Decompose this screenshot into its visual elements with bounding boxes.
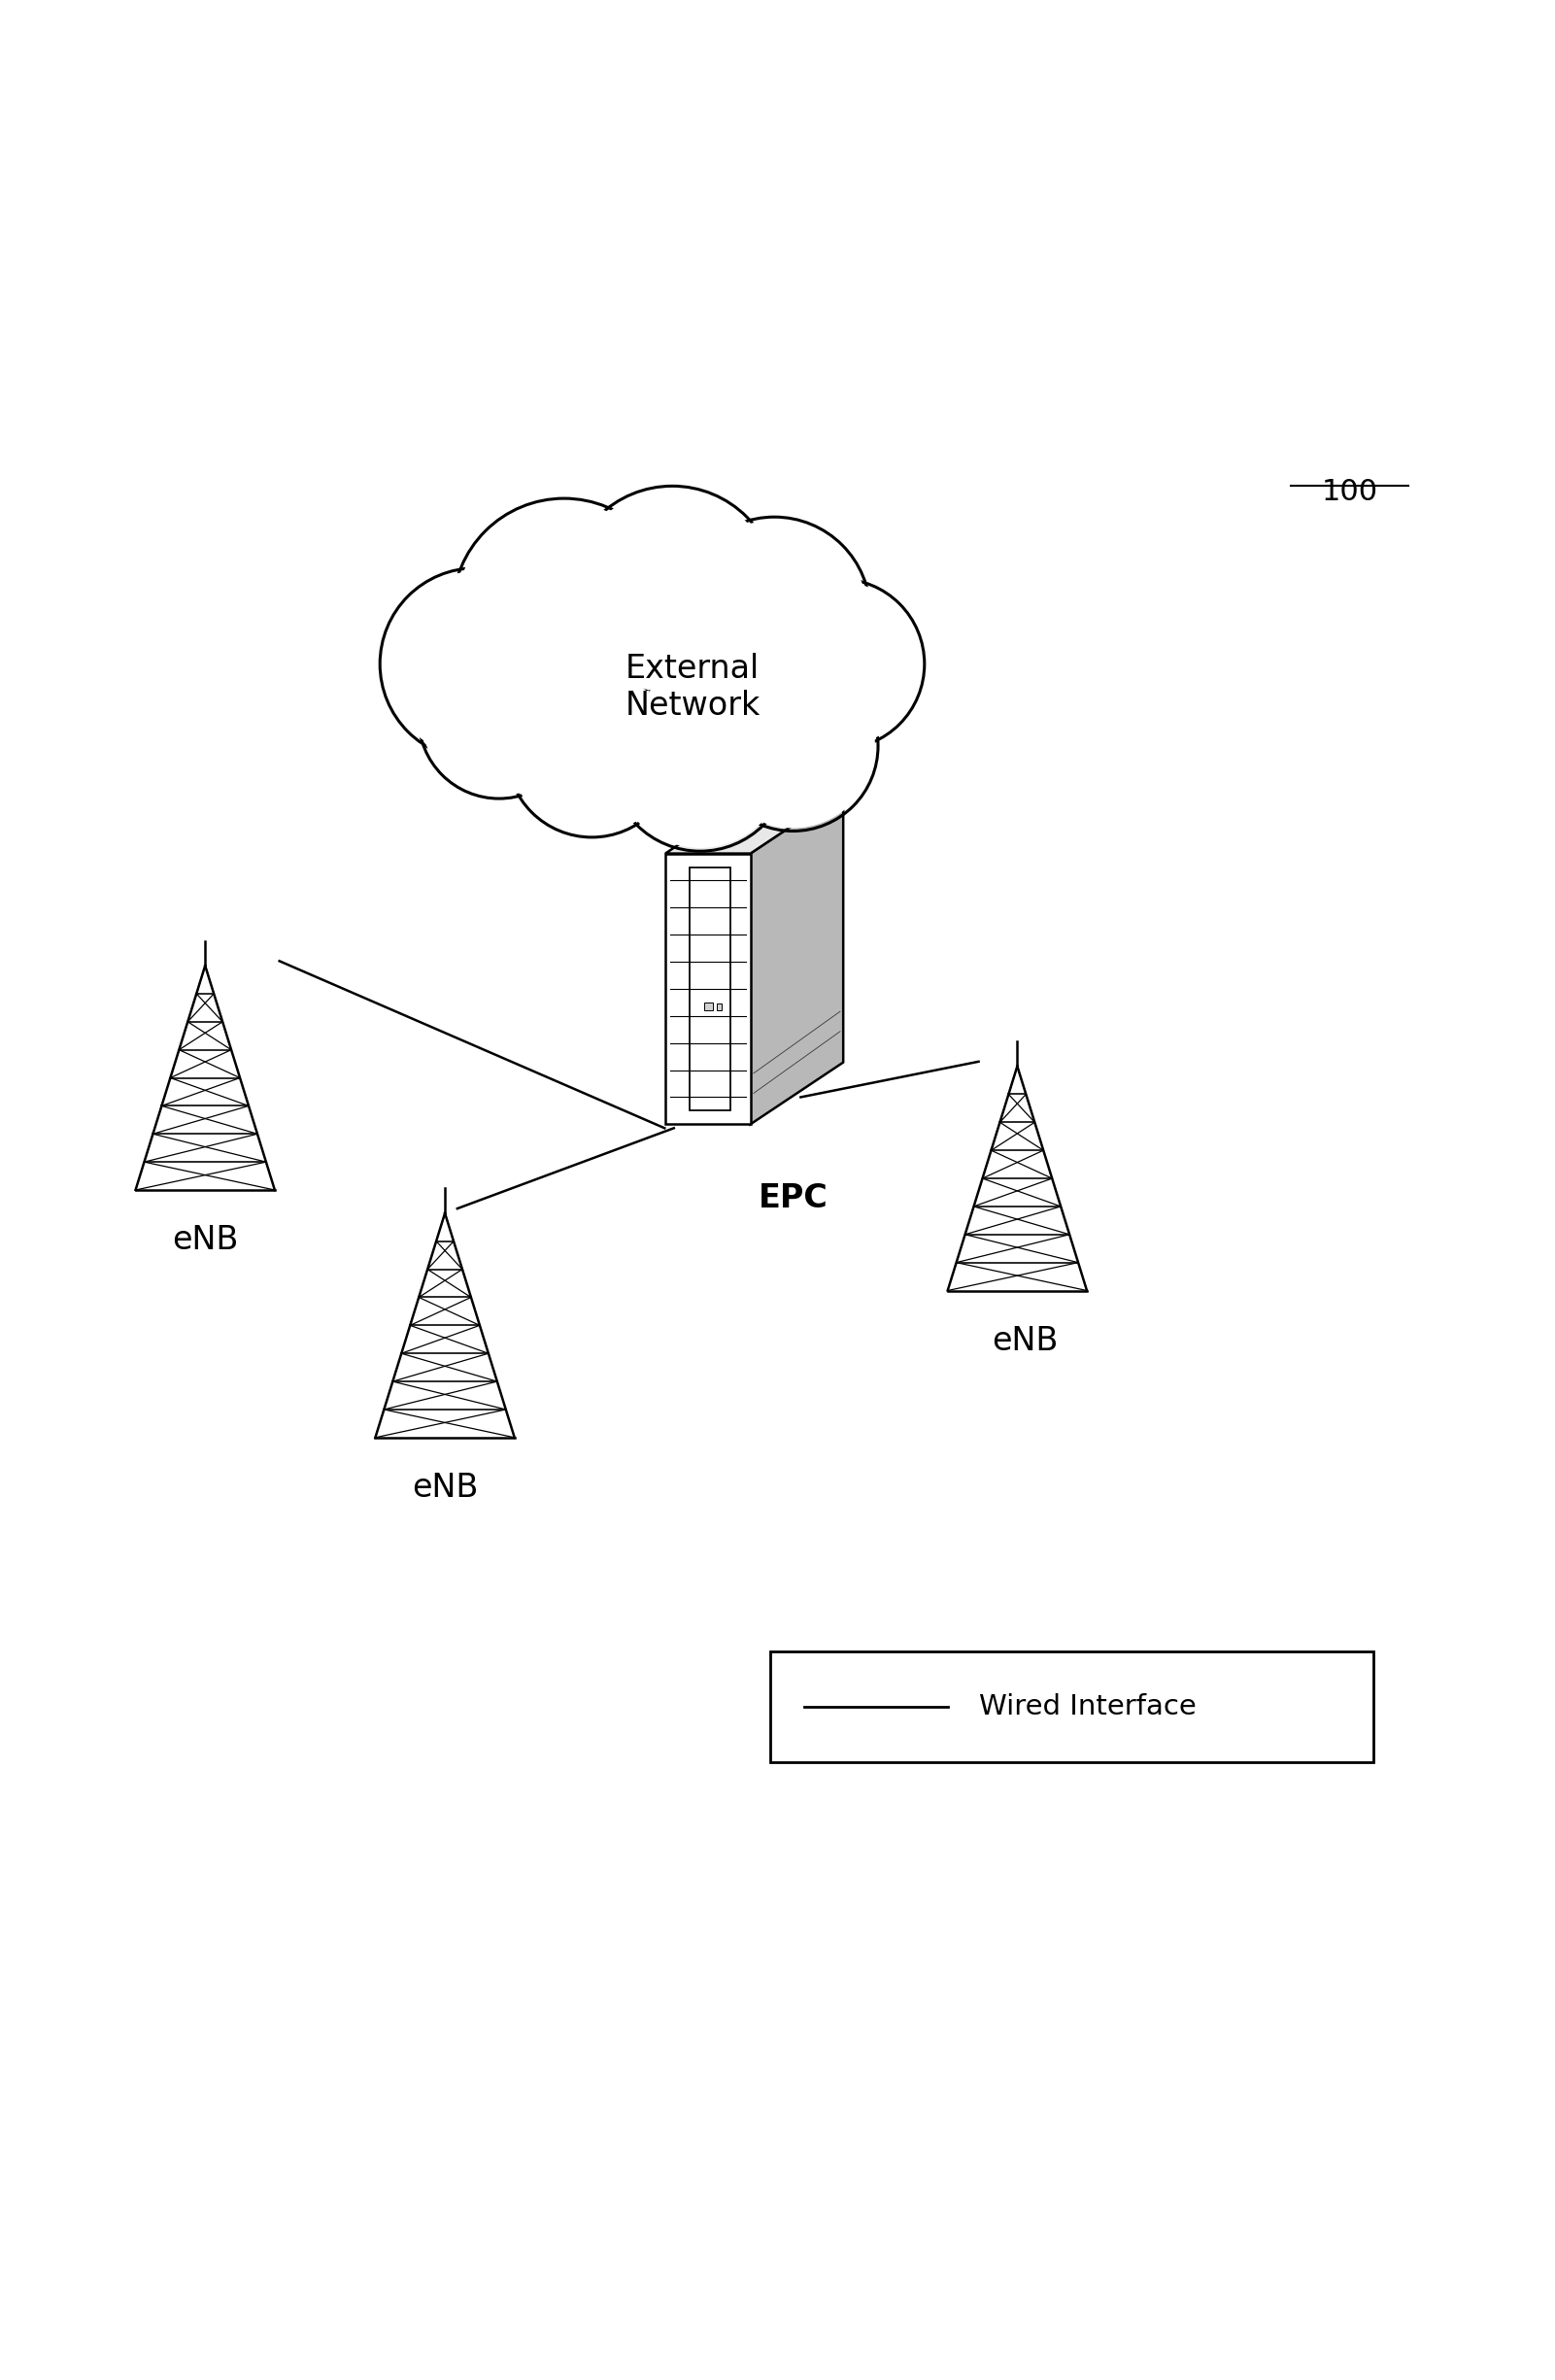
Circle shape — [421, 640, 577, 795]
FancyBboxPatch shape — [717, 1004, 722, 1011]
Circle shape — [383, 571, 569, 757]
Circle shape — [678, 516, 871, 709]
Circle shape — [457, 502, 672, 716]
Circle shape — [418, 638, 580, 800]
FancyBboxPatch shape — [666, 854, 751, 1123]
Polygon shape — [666, 793, 843, 854]
Text: External
Network: External Network — [625, 652, 760, 721]
Circle shape — [510, 671, 673, 835]
Text: eNB: eNB — [992, 1326, 1059, 1357]
Text: eNB: eNB — [173, 1223, 238, 1257]
Circle shape — [379, 569, 572, 759]
Circle shape — [571, 490, 774, 693]
Text: EPC: EPC — [759, 1183, 827, 1214]
FancyBboxPatch shape — [770, 1652, 1373, 1764]
Circle shape — [754, 578, 925, 750]
Circle shape — [611, 671, 790, 852]
Circle shape — [711, 664, 875, 828]
Circle shape — [568, 486, 778, 697]
Polygon shape — [751, 793, 843, 1123]
Text: Wired Interface: Wired Interface — [978, 1692, 1196, 1721]
Circle shape — [453, 497, 675, 721]
Circle shape — [614, 676, 787, 847]
Circle shape — [507, 666, 676, 838]
Circle shape — [757, 581, 922, 745]
FancyBboxPatch shape — [704, 1002, 714, 1012]
Text: eNB: eNB — [412, 1471, 477, 1504]
Circle shape — [708, 662, 879, 831]
Text: 100: 100 — [1322, 478, 1378, 507]
Circle shape — [681, 521, 868, 704]
